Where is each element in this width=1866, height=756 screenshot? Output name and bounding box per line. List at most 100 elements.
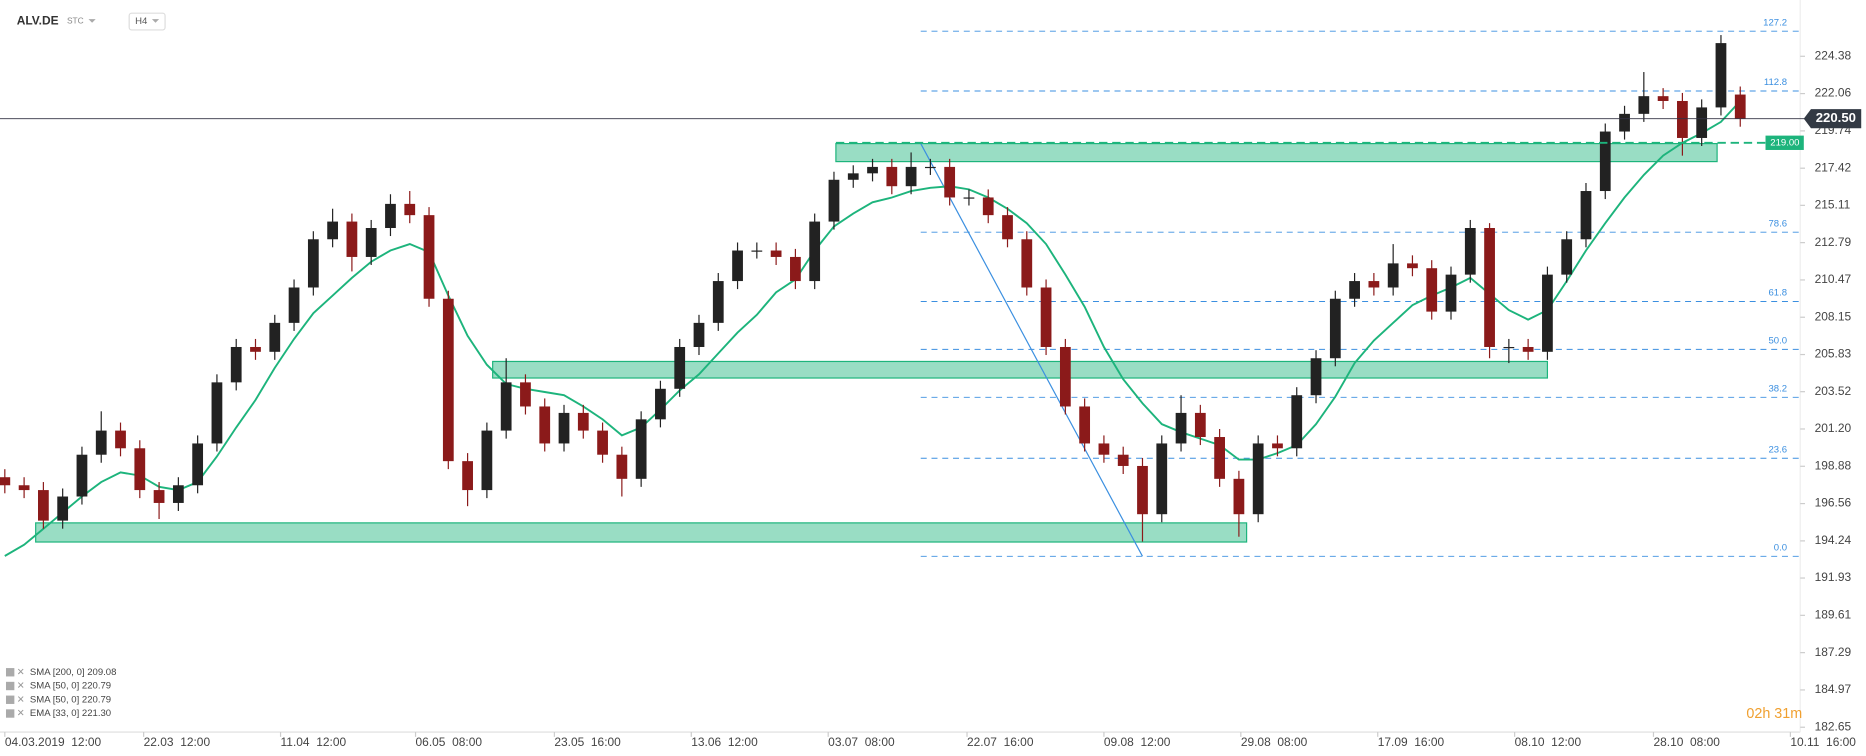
candle-body xyxy=(886,166,898,187)
x-tick-label: 23.05 16:00 xyxy=(554,735,621,749)
candle-body xyxy=(1368,281,1380,288)
candle-body xyxy=(1040,287,1052,347)
candle-body xyxy=(1098,443,1110,455)
legend-icon xyxy=(5,681,15,691)
candle-body xyxy=(616,454,628,479)
candle-body xyxy=(0,477,11,486)
x-tick-label: 08.10 12:00 xyxy=(1515,735,1582,749)
candle-body xyxy=(1580,191,1592,240)
y-tick-label: 194.24 xyxy=(1815,533,1852,547)
x-tick-label: 11.04 12:00 xyxy=(281,735,347,749)
x-tick-label: 29.08 08:00 xyxy=(1241,735,1308,749)
candle-body xyxy=(905,166,917,187)
candle-body xyxy=(153,490,165,503)
x-tick-label: 22.07 16:00 xyxy=(967,735,1034,749)
candle-body xyxy=(944,166,956,198)
header: ALV.DE STC H4 xyxy=(17,12,166,31)
candle-body xyxy=(230,346,242,383)
candle-body xyxy=(269,322,281,352)
candle-body xyxy=(423,215,435,299)
candle-body xyxy=(655,388,666,420)
x-tick-label: 06.05 08:00 xyxy=(416,735,483,749)
candle-body xyxy=(1349,281,1360,299)
x-tick-label: 10.11 16:00 xyxy=(1790,735,1856,749)
candle-body xyxy=(867,166,878,174)
candle-body xyxy=(790,256,801,282)
level-label-box xyxy=(1765,135,1804,150)
candle-body xyxy=(1619,113,1630,132)
legend-entry: SMA [50, 0] 220.79 xyxy=(30,681,111,692)
candle-body xyxy=(924,166,936,169)
candle-body xyxy=(250,346,261,352)
candle-body xyxy=(307,239,319,288)
candle-body xyxy=(1310,358,1322,396)
candle-body xyxy=(76,454,88,497)
candle-body xyxy=(1426,268,1438,312)
dropdown-arrow[interactable] xyxy=(151,19,160,23)
legend-icon xyxy=(5,668,15,677)
candle-body xyxy=(1079,406,1091,444)
fib-label: 78.6 xyxy=(1768,218,1787,229)
candle-body xyxy=(192,443,204,486)
candle-body xyxy=(134,448,146,491)
candle-body xyxy=(963,197,975,199)
candle-body xyxy=(462,461,473,491)
fib-label: 112.8 xyxy=(1764,77,1787,88)
y-tick-label: 215.11 xyxy=(1815,197,1851,211)
candle-body xyxy=(982,197,994,216)
interval[interactable]: H4 xyxy=(135,16,148,27)
fib-label: 0.0 xyxy=(1774,542,1787,553)
candle-body xyxy=(1387,263,1399,288)
trend-line xyxy=(920,143,1144,557)
candle-body xyxy=(674,346,686,389)
symbol[interactable]: ALV.DE xyxy=(17,14,59,28)
candle-body xyxy=(1522,346,1534,352)
level-label: 219.00 xyxy=(1770,137,1799,148)
legend-entry: SMA [200, 0] 209.08 xyxy=(30,667,117,678)
candle-body xyxy=(1657,96,1669,101)
candle-body xyxy=(847,173,859,180)
candle-body xyxy=(346,221,358,257)
candle-body xyxy=(57,496,69,521)
candle-body xyxy=(1059,346,1071,407)
candle-body xyxy=(404,203,416,216)
candle-body xyxy=(1484,228,1495,347)
y-tick-label: 210.47 xyxy=(1815,272,1852,286)
legend-close: ✕ xyxy=(17,667,25,678)
legend-icon xyxy=(5,695,15,704)
candle-body xyxy=(732,250,743,282)
candle-body xyxy=(288,287,300,323)
candle-body xyxy=(1291,395,1303,449)
y-tick-label: 203.52 xyxy=(1815,384,1852,398)
candle-body xyxy=(1156,443,1168,515)
support-zone xyxy=(835,142,1718,163)
legend-close: ✕ xyxy=(17,681,25,692)
market[interactable]: STC xyxy=(67,16,84,26)
x-tick-label: 03.07 08:00 xyxy=(828,735,895,749)
candle-body xyxy=(1214,437,1225,479)
candle-body xyxy=(1407,263,1418,269)
fib-label: 23.6 xyxy=(1768,444,1787,455)
legend-close: ✕ xyxy=(17,694,25,705)
candle-body xyxy=(828,179,840,222)
candle-body xyxy=(520,382,531,407)
candle-body xyxy=(442,298,454,462)
x-tick-label: 28.10 08:00 xyxy=(1653,735,1720,749)
legend-entry: EMA [33, 0] 221.30 xyxy=(30,708,111,719)
candle-body xyxy=(172,485,184,503)
candle-body xyxy=(693,322,705,347)
dropdown-arrow[interactable] xyxy=(88,19,96,23)
x-tick-label: 04.03.2019 12:00 xyxy=(5,735,102,749)
price-label: 220.50 xyxy=(1816,110,1856,125)
y-tick-label: 205.83 xyxy=(1815,347,1852,361)
candle-body xyxy=(577,412,589,431)
price-label-box xyxy=(1803,109,1862,129)
interval-box[interactable] xyxy=(128,12,166,31)
candle-body xyxy=(1445,274,1457,312)
support-zone xyxy=(492,360,1549,379)
y-tick-label: 212.79 xyxy=(1815,235,1852,249)
candle-body xyxy=(95,430,107,455)
candle-body xyxy=(1272,443,1283,449)
candle-body xyxy=(1175,412,1187,444)
